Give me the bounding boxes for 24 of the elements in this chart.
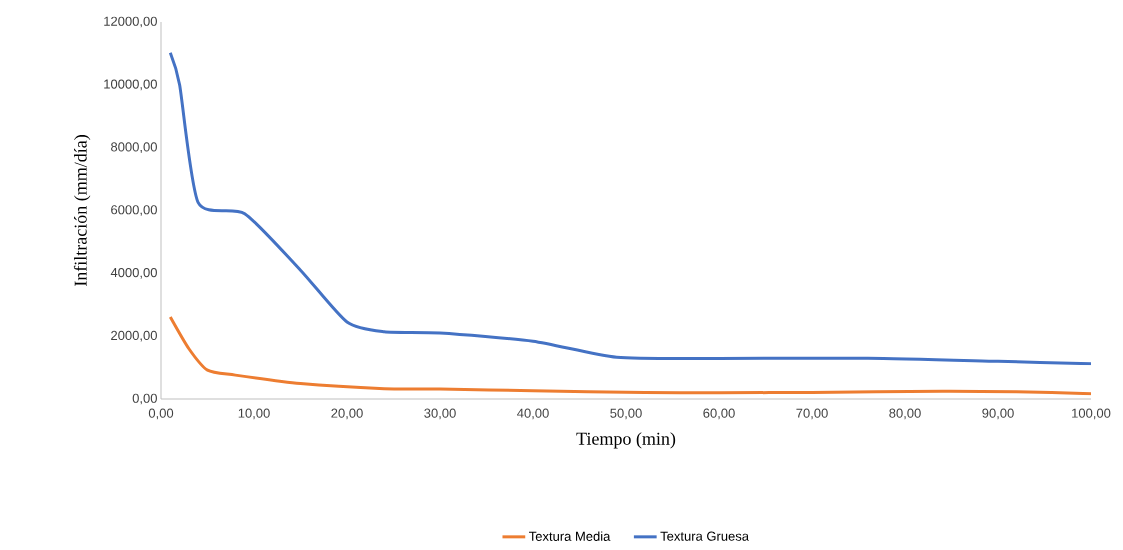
- x-tick-label: 70,00: [796, 408, 828, 420]
- x-tick-label: 80,00: [889, 408, 921, 420]
- line-series: [168, 51, 1092, 366]
- x-tick-label: 0,00: [148, 408, 174, 420]
- y-tick-label: 8000,00: [111, 142, 157, 154]
- legend-label: Textura Gruesa: [660, 531, 750, 541]
- x-tick-label: 90,00: [982, 408, 1014, 420]
- y-tick-label: 6000,00: [111, 205, 157, 216]
- y-tick-label: 10000,00: [104, 79, 157, 91]
- x-tick-label: 10,00: [238, 408, 270, 420]
- x-tick-label: 40,00: [517, 408, 549, 420]
- x-tick-label: 60,00: [703, 408, 735, 420]
- y-tick-label: 0,00: [132, 393, 157, 405]
- y-tick-label: 2000,00: [111, 330, 157, 342]
- x-tick-label: 50,00: [610, 408, 642, 420]
- x-tick-label: 100,00: [1072, 408, 1111, 420]
- y-axis-title: Infiltración (mm/día): [73, 135, 91, 287]
- x-tick-label: 30,00: [424, 408, 456, 420]
- x-tick-label: 20,00: [331, 408, 363, 420]
- line-series: [168, 315, 1092, 396]
- x-axis-title: Tiempo (min): [576, 432, 676, 449]
- y-tick-label: 4000,00: [110, 267, 157, 279]
- legend-label: Textura Media: [529, 531, 611, 541]
- y-tick-label: 12000,00: [104, 16, 157, 28]
